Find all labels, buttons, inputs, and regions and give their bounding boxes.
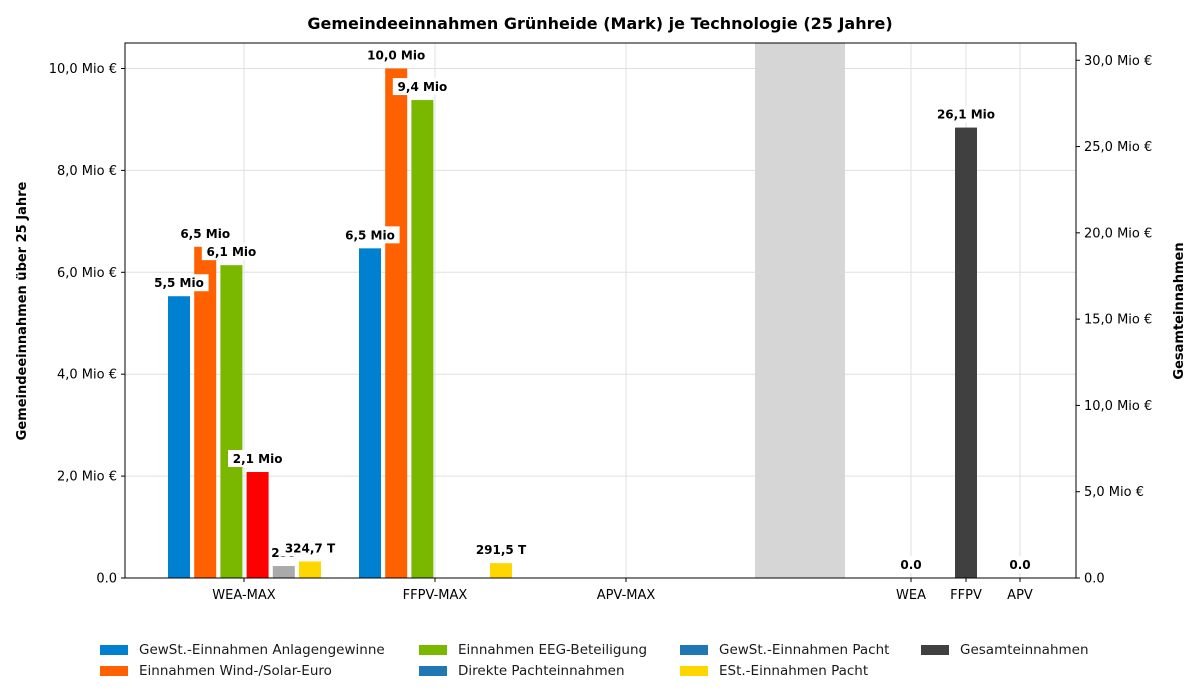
data-label: 6,1 Mio: [207, 245, 257, 259]
x-tick-label: WEA-MAX: [212, 588, 275, 603]
y-tick-label-right: 0.0: [1084, 572, 1105, 587]
legend-swatch: [100, 645, 128, 655]
legend-swatch: [100, 666, 128, 676]
x-tick-label: FFPV-MAX: [403, 588, 468, 603]
bar: [490, 563, 512, 578]
bar: [246, 472, 269, 578]
x-tick-label: FFPV: [950, 588, 982, 603]
legend-label: Einnahmen Wind-/Solar-Euro: [139, 663, 332, 679]
data-label-box: [201, 243, 261, 261]
x-tick-label: WEA: [896, 588, 926, 603]
legend-label: ESt.-Einnahmen Pacht: [719, 663, 869, 679]
y-tick-label-left: 4,0 Mio €: [57, 368, 117, 383]
data-label-box: [228, 450, 288, 468]
chart-title: Gemeindeeinnahmen Grünheide (Mark) je Te…: [307, 14, 892, 33]
bar: [385, 68, 408, 578]
x-tick-label: APV-MAX: [597, 588, 656, 603]
y-tick-label-right: 25,0 Mio €: [1084, 140, 1152, 155]
data-label-box: [149, 274, 209, 292]
data-label-box: [896, 556, 926, 573]
legend: GewSt.-Einnahmen Anlagengewinne Einnahmen…: [100, 640, 1120, 690]
y-tick-label-right: 5,0 Mio €: [1084, 485, 1144, 500]
chart-svg: Gemeindeeinnahmen Grünheide (Mark) je Te…: [15, 14, 1187, 603]
y-tick-label-left: 2,0 Mio €: [57, 470, 117, 485]
x-tick-label: APV: [1007, 588, 1033, 603]
data-label-box: [392, 78, 452, 96]
bar: [359, 248, 381, 579]
bar: [168, 296, 190, 578]
legend-label: Einnahmen EEG-Beteiligung: [458, 642, 648, 658]
legend-label: Gesamteinnahmen: [960, 642, 1089, 658]
y-tick-label-left: 0.0: [96, 572, 117, 587]
bar: [272, 566, 295, 578]
plot-frame: [124, 42, 1077, 579]
legend-swatch: [419, 666, 447, 676]
legend-swatch: [419, 645, 447, 655]
bar: [411, 100, 434, 579]
plot-background: [125, 43, 1076, 578]
data-label-box: [471, 541, 531, 559]
bar: [220, 265, 243, 578]
data-label: 26,1 Mio: [937, 108, 995, 122]
y-axis-label-left: Gemeindeeinnahmen über 25 Jahre: [15, 181, 30, 440]
data-label: 6,5 Mio: [345, 228, 395, 242]
data-label-box: [175, 224, 235, 242]
legend-label: Direkte Pachteinnahmen: [458, 663, 625, 679]
data-label-box: [362, 46, 430, 64]
total-bar: [955, 127, 977, 578]
data-label-box: [932, 105, 1000, 123]
legend-swatch: [921, 645, 949, 655]
legend-label: GewSt.-Einnahmen Pacht: [719, 642, 890, 658]
data-label-box: [280, 539, 340, 557]
data-label: 5,5 Mio: [154, 276, 204, 290]
plot-area: 0.0 2,0 Mio € 4,0 Mio € 6,0 Mio € 8,0 Mio € 1…: [49, 42, 1152, 603]
data-label-box: [340, 226, 400, 244]
data-label: 0.0: [900, 558, 921, 572]
data-label: 291,5 T: [476, 543, 527, 557]
y-tick-label-right: 15,0 Mio €: [1084, 313, 1152, 328]
legend-swatch: [680, 645, 708, 655]
y-tick-label-right: 10,0 Mio €: [1084, 399, 1152, 414]
y-axis-label-right: Gesamteinnahmen: [1172, 242, 1187, 379]
bar: [299, 561, 321, 578]
data-label-box: [1005, 556, 1035, 573]
data-label: 6,5 Mio: [180, 227, 230, 241]
y-tick-label-right: 20,0 Mio €: [1084, 226, 1152, 241]
bar: [194, 246, 217, 579]
data-label: 2,1 Mio: [233, 452, 283, 466]
y-tick-label-left: 6,0 Mio €: [57, 266, 117, 281]
data-label: 9,4 Mio: [398, 80, 448, 94]
y-tick-label-left: 8,0 Mio €: [57, 164, 117, 179]
y-tick-label-right: 30,0 Mio €: [1084, 54, 1152, 69]
data-label: 10,0 Mio: [367, 48, 425, 62]
data-label: 0.0: [1009, 558, 1030, 572]
data-label: 324,7 T: [285, 541, 336, 555]
y-tick-label-left: 10,0 Mio €: [49, 62, 117, 77]
separator-band: [755, 43, 845, 578]
legend-label: GewSt.-Einnahmen Anlagengewinne: [139, 642, 385, 658]
legend-swatch: [680, 666, 708, 676]
